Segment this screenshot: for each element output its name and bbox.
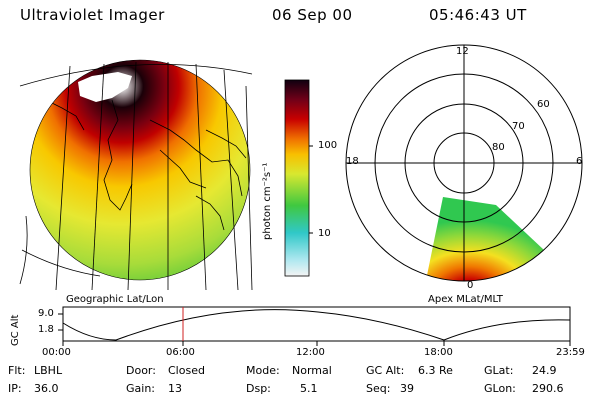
altitude-ylabel: GC Alt (10, 314, 21, 346)
time-tick-06: 06:00 (166, 347, 195, 358)
lat-label-60: 60 (537, 99, 550, 110)
gain-label: Gain: (126, 382, 155, 395)
time-tick-12: 12:00 (296, 347, 325, 358)
altitude-plot (58, 306, 571, 346)
mlt-label-18: 18 (346, 156, 359, 167)
polar-plot (345, 44, 583, 282)
lat-label-80: 80 (492, 142, 505, 153)
lat-label-70: 70 (512, 121, 525, 132)
flt-label: Flt: (8, 364, 26, 377)
door-value: Closed (168, 364, 205, 377)
altitude-tick-1-8: 1.8 (38, 324, 54, 335)
instrument-title: Ultraviolet Imager (20, 6, 165, 24)
colorbar-unit-label: photon cm⁻²s⁻¹ (262, 162, 273, 240)
earth-image (29, 59, 251, 281)
left-panel-label: Geographic Lat/Lon (66, 294, 164, 305)
time-tick-2359: 23:59 (556, 347, 585, 358)
mode-label: Mode: (246, 364, 280, 377)
color-bar (284, 79, 313, 277)
mlt-label-12: 12 (456, 46, 469, 57)
mlt-label-0: 0 (467, 280, 474, 291)
dsp-value: 5.1 (300, 382, 318, 395)
glon-value: 290.6 (532, 382, 564, 395)
colorbar-tick-100: 100 (318, 140, 338, 151)
flt-value: LBHL (34, 364, 63, 377)
ip-label: IP: (8, 382, 22, 395)
gc-alt-label: GC Alt: (366, 364, 405, 377)
mode-value: Normal (292, 364, 332, 377)
glat-label: GLat: (484, 364, 514, 377)
dsp-label: Dsp: (246, 382, 271, 395)
gc-alt-value: 6.3 Re (418, 364, 453, 377)
mlt-label-6: 6 (576, 156, 583, 167)
ip-value: 36.0 (34, 382, 59, 395)
altitude-tick-9: 9.0 (38, 308, 54, 319)
door-label: Door: (126, 364, 156, 377)
glon-label: GLon: (484, 382, 516, 395)
right-panel-label: Apex MLat/MLT (428, 294, 503, 305)
time-tick-18: 18:00 (424, 347, 453, 358)
seq-label: Seq: (366, 382, 391, 395)
time-label: 05:46:43 UT (429, 6, 527, 24)
time-tick-00: 00:00 (42, 347, 71, 358)
gain-value: 13 (168, 382, 182, 395)
date-label: 06 Sep 00 (272, 6, 353, 24)
seq-value: 39 (400, 382, 414, 395)
glat-value: 24.9 (532, 364, 557, 377)
colorbar-tick-10: 10 (318, 228, 331, 239)
geo-grid (19, 61, 253, 291)
